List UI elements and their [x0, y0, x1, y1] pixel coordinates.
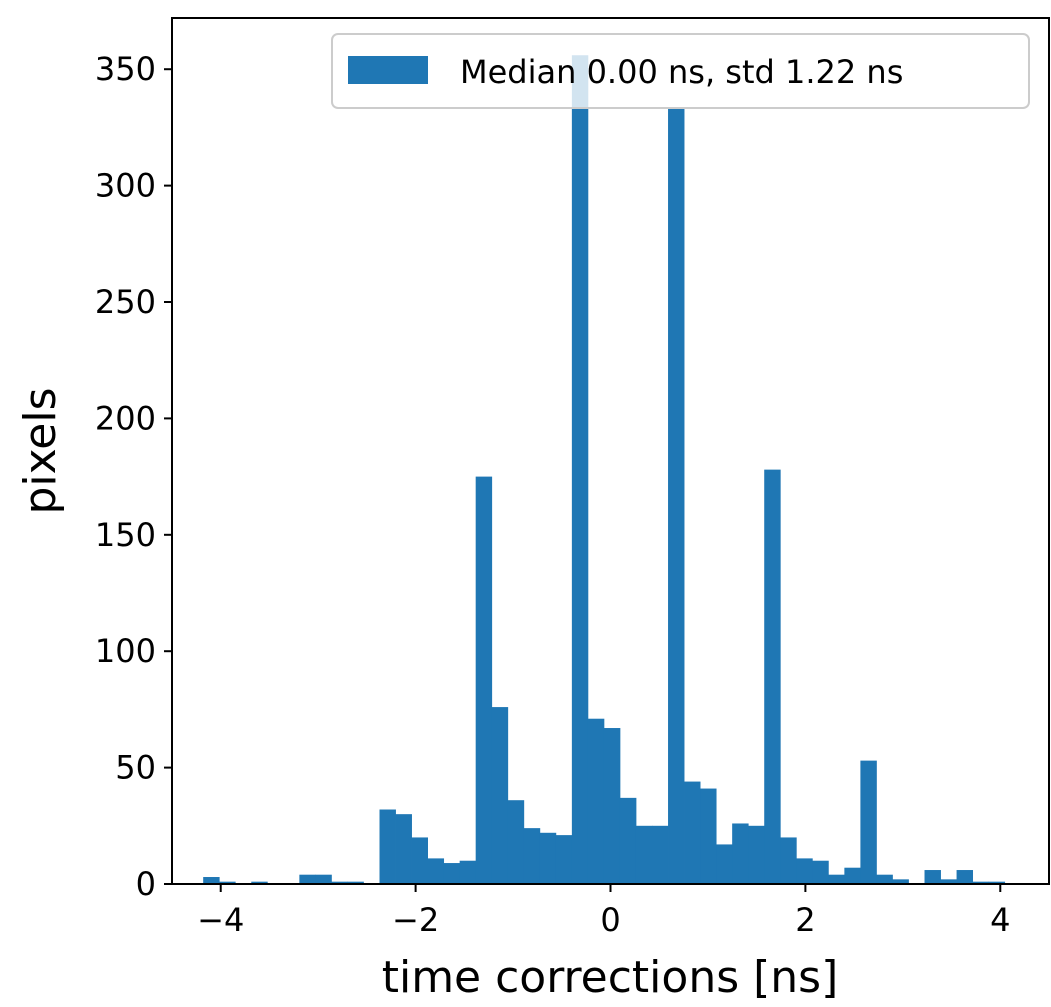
histogram-bar — [379, 809, 396, 884]
histogram-bar — [203, 877, 220, 884]
histogram-bar — [347, 881, 364, 884]
histogram-bar — [251, 881, 268, 884]
y-tick-label: 350 — [95, 50, 156, 88]
x-tick-label: −4 — [197, 901, 244, 939]
y-tick-label: 100 — [95, 632, 156, 670]
histogram-bar — [331, 881, 348, 884]
histogram-bar — [555, 835, 573, 884]
x-tick-label: 2 — [795, 901, 815, 939]
histogram-bar — [876, 874, 893, 884]
x-tick-label: 4 — [990, 901, 1010, 939]
y-tick-label: 150 — [95, 516, 156, 554]
histogram-bar — [684, 781, 701, 884]
histogram-bar — [892, 879, 909, 884]
histogram-bar — [828, 874, 845, 884]
histogram-bar — [507, 800, 525, 884]
y-axis-ticks: 0 50 100 150 200 250 300 350 — [95, 50, 172, 903]
histogram-bar — [988, 881, 1006, 884]
histogram-bar — [475, 476, 493, 884]
histogram-bar — [796, 858, 813, 884]
histogram-bar — [652, 825, 669, 884]
histogram-bar — [299, 874, 316, 884]
histogram-bar — [219, 881, 236, 884]
y-tick-label: 0 — [136, 865, 156, 903]
histogram-bar — [395, 814, 412, 884]
histogram-bar — [443, 863, 461, 884]
histogram-bar — [315, 874, 332, 884]
legend-box — [331, 33, 1030, 109]
histogram-bar — [459, 860, 477, 884]
histogram-bar — [716, 844, 733, 884]
histogram-bar — [732, 823, 749, 884]
histogram-bar — [571, 55, 589, 884]
histogram-bar — [539, 832, 557, 884]
y-tick-label: 200 — [95, 399, 156, 437]
histogram-bar — [972, 881, 990, 884]
x-axis-label: time corrections [ns] — [382, 952, 839, 1003]
y-tick-label: 50 — [115, 749, 156, 787]
histogram-bar — [411, 837, 428, 884]
histogram-bar — [956, 870, 974, 884]
histogram-bar — [700, 788, 717, 884]
x-tick-label: 0 — [600, 901, 620, 939]
y-axis-label: pixels — [15, 387, 66, 514]
bars-group — [203, 55, 1006, 884]
y-tick-label: 300 — [95, 167, 156, 205]
histogram-bar — [924, 870, 941, 884]
histogram-bar — [812, 860, 829, 884]
histogram-bar — [427, 858, 445, 884]
histogram-bar — [619, 797, 637, 884]
histogram-bar — [764, 469, 781, 884]
histogram-bar — [587, 718, 605, 884]
histogram-bar — [523, 828, 541, 884]
histogram-bar — [844, 867, 861, 884]
histogram-bar — [780, 837, 797, 884]
histogram-bar — [635, 825, 653, 884]
histogram-bar — [748, 825, 765, 884]
histogram-bar — [603, 728, 621, 884]
y-tick-label: 250 — [95, 283, 156, 321]
histogram-bar — [860, 760, 877, 884]
x-axis-ticks: −4 −2 0 2 4 — [197, 884, 1010, 939]
legend-label: Median 0.00 ns, std 1.22 ns — [460, 53, 903, 91]
histogram-bar — [668, 108, 685, 884]
legend: Median 0.00 ns, std 1.22 ns — [331, 33, 1030, 109]
legend-swatch — [348, 56, 428, 84]
histogram-bar — [491, 707, 509, 884]
histogram-bar — [940, 879, 957, 884]
x-tick-label: −2 — [392, 901, 439, 939]
